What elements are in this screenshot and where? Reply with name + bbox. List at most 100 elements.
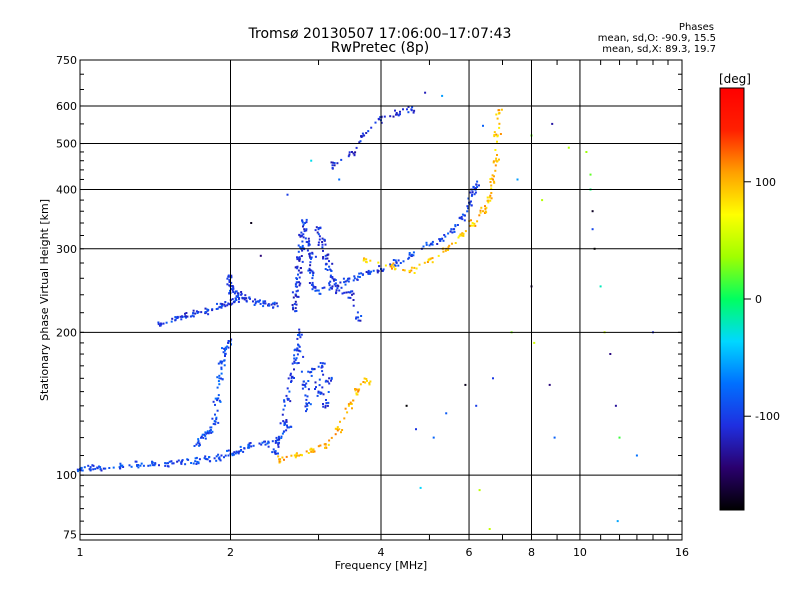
echo-point bbox=[164, 462, 167, 465]
echo-point bbox=[286, 193, 289, 196]
y-tick-label: 500 bbox=[56, 138, 77, 151]
echo-point bbox=[366, 379, 368, 382]
phases-stats-o-mode: mean, sd,O: -90.9, 15.5 bbox=[597, 33, 716, 44]
echo-point bbox=[450, 228, 453, 231]
echo-point bbox=[275, 302, 278, 305]
echo-point bbox=[472, 224, 475, 227]
echo-point bbox=[299, 246, 302, 249]
echo-point bbox=[222, 351, 225, 354]
echo-point bbox=[454, 225, 457, 228]
echo-point bbox=[181, 459, 184, 462]
echo-point bbox=[431, 243, 434, 246]
echo-point bbox=[299, 267, 302, 269]
echo-point bbox=[411, 106, 414, 109]
echo-point bbox=[185, 316, 187, 319]
echo-point bbox=[266, 442, 269, 445]
echo-point bbox=[346, 411, 349, 414]
echo-point bbox=[500, 108, 503, 111]
echo-point bbox=[310, 257, 312, 260]
chart-subtitle: RwPretec (8p) bbox=[330, 40, 430, 56]
echo-point bbox=[437, 254, 440, 257]
echo-point bbox=[195, 310, 198, 313]
echo-point bbox=[358, 388, 361, 391]
echo-point bbox=[349, 296, 352, 299]
echo-point bbox=[296, 353, 299, 356]
echo-point bbox=[330, 377, 333, 380]
echo-point bbox=[217, 394, 220, 397]
echo-point bbox=[498, 112, 501, 115]
echo-point bbox=[403, 269, 406, 272]
echo-point bbox=[233, 292, 236, 295]
echo-point bbox=[302, 236, 305, 239]
echo-point bbox=[304, 394, 307, 397]
echo-point bbox=[472, 186, 475, 189]
echo-point bbox=[291, 304, 294, 306]
echo-point bbox=[476, 180, 479, 183]
echo-point bbox=[330, 379, 332, 382]
echo-point bbox=[328, 282, 331, 285]
echo-point bbox=[308, 240, 311, 243]
echo-point bbox=[431, 261, 434, 264]
echo-point bbox=[296, 265, 299, 268]
echo-point bbox=[325, 446, 328, 449]
echo-point bbox=[205, 432, 208, 435]
echo-point bbox=[295, 277, 298, 280]
echo-point bbox=[260, 443, 263, 446]
echo-point bbox=[247, 443, 250, 446]
echo-point bbox=[216, 399, 219, 402]
echo-point bbox=[331, 277, 334, 280]
echo-point bbox=[206, 458, 209, 461]
echo-point bbox=[102, 467, 105, 470]
echo-point bbox=[365, 378, 368, 380]
echo-point bbox=[305, 398, 308, 401]
echo-point bbox=[460, 216, 463, 218]
echo-point bbox=[541, 199, 544, 202]
echo-point bbox=[533, 341, 536, 344]
echo-point bbox=[408, 253, 411, 256]
echo-point bbox=[377, 117, 380, 120]
y-tick-label: 200 bbox=[56, 326, 77, 339]
echo-point bbox=[365, 261, 368, 264]
echo-point bbox=[419, 486, 422, 489]
echo-point bbox=[310, 159, 313, 162]
echo-point bbox=[154, 462, 157, 465]
echo-point bbox=[289, 374, 292, 377]
echo-point bbox=[98, 465, 100, 468]
echo-point bbox=[311, 281, 314, 284]
echo-point bbox=[236, 451, 239, 454]
echo-point bbox=[335, 292, 337, 295]
echo-point bbox=[348, 153, 351, 156]
echo-point bbox=[312, 448, 315, 451]
echo-point bbox=[294, 293, 297, 296]
echo-point bbox=[280, 435, 283, 438]
echo-point bbox=[137, 464, 140, 466]
echo-point bbox=[122, 466, 125, 468]
echo-point bbox=[223, 303, 226, 306]
echo-point bbox=[217, 421, 220, 424]
echo-point bbox=[252, 300, 254, 303]
echo-point bbox=[219, 400, 222, 403]
echo-point bbox=[463, 219, 466, 222]
echo-point bbox=[470, 200, 472, 203]
echo-point bbox=[248, 446, 251, 449]
echo-point bbox=[100, 469, 103, 472]
echo-point bbox=[321, 246, 324, 249]
echo-point bbox=[428, 244, 431, 247]
echo-point bbox=[326, 380, 329, 383]
echo-point bbox=[331, 285, 334, 288]
echo-point bbox=[464, 230, 467, 233]
echo-point bbox=[303, 230, 306, 233]
echo-point bbox=[207, 313, 210, 316]
echo-point bbox=[298, 328, 301, 331]
echo-point bbox=[354, 151, 357, 154]
echo-point bbox=[293, 349, 296, 352]
echo-point bbox=[289, 400, 292, 403]
echo-point bbox=[216, 397, 219, 400]
echo-point bbox=[99, 468, 102, 471]
echo-point bbox=[307, 388, 310, 391]
echo-point bbox=[331, 167, 334, 169]
echo-point bbox=[328, 284, 331, 287]
echo-point bbox=[324, 268, 327, 270]
echo-point bbox=[225, 348, 228, 351]
echo-point bbox=[490, 197, 493, 200]
